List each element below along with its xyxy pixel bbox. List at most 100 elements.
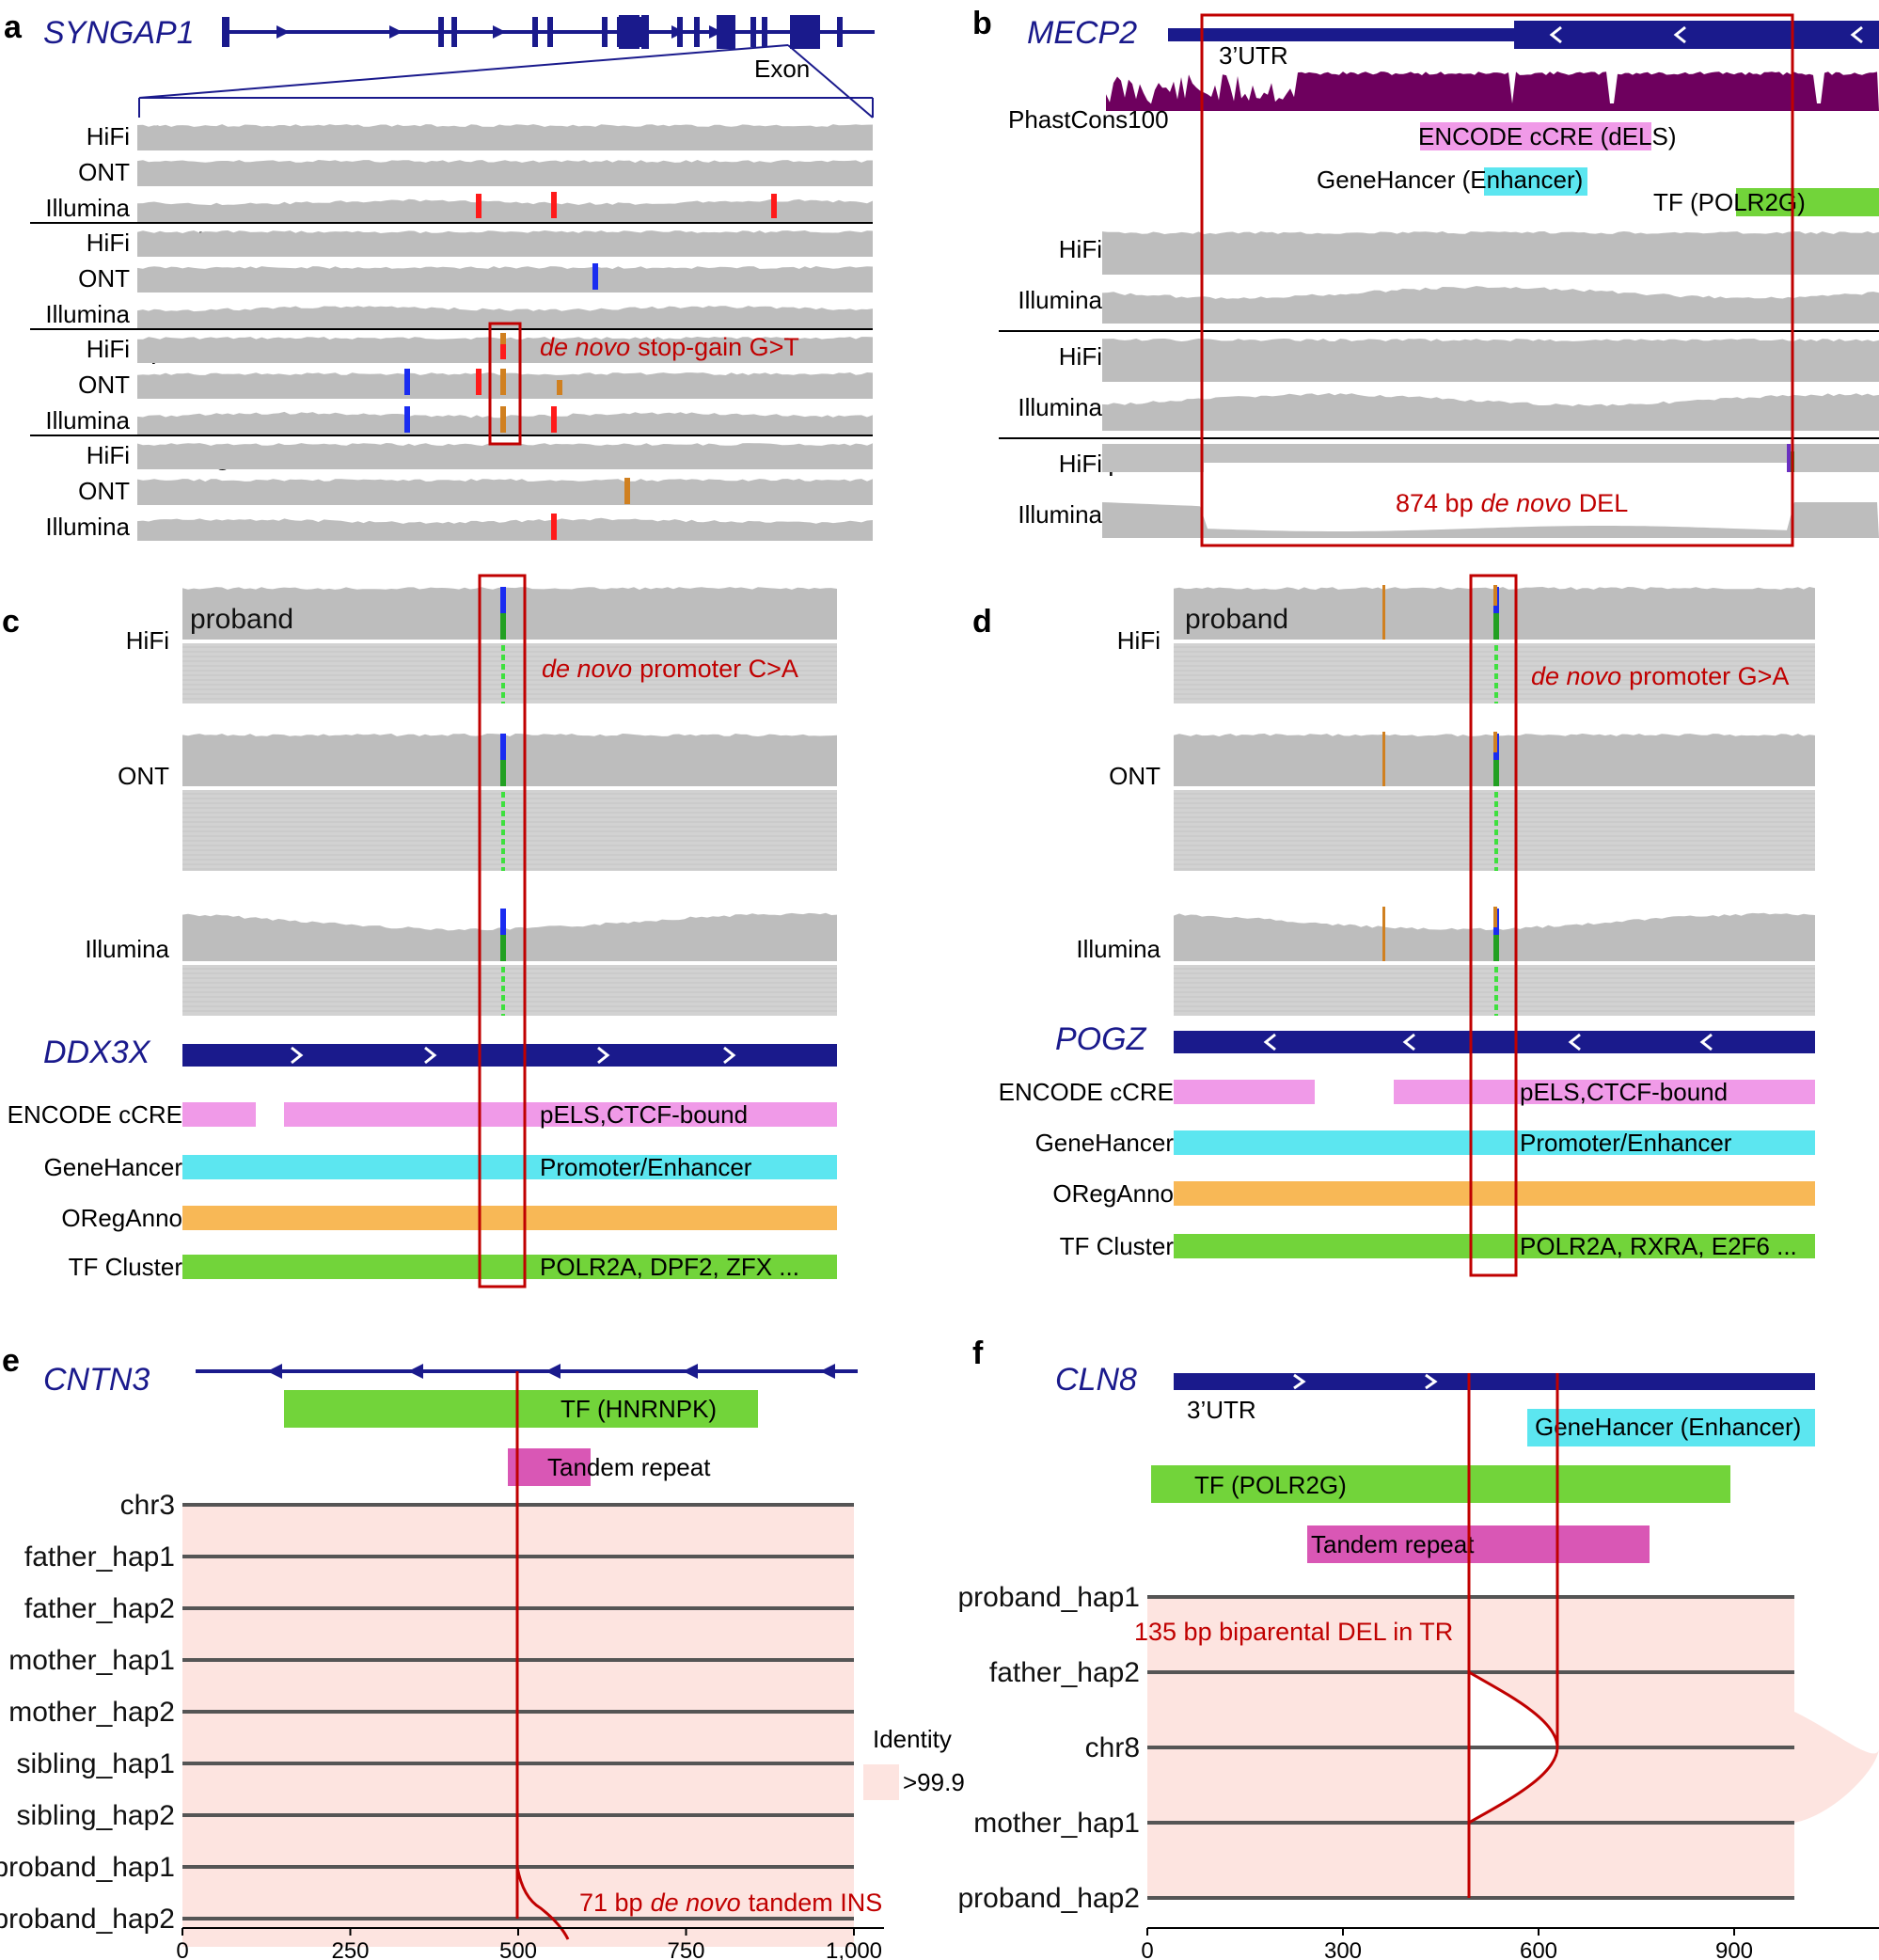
variant-mark xyxy=(1382,585,1385,640)
strand-arrow xyxy=(291,1046,304,1065)
annotation-row-label: GeneHancer xyxy=(1035,1129,1175,1157)
phastcons-signal xyxy=(1106,71,1879,111)
annotation-bar xyxy=(1174,1130,1815,1155)
panel-f-tandem-label: Tandem repeat xyxy=(1311,1530,1475,1558)
panel-d: d HiFi ONT Illumina proband de novo promote… xyxy=(972,574,1815,1277)
annotation-bar xyxy=(182,1255,837,1279)
panel-e-tandem-bar xyxy=(508,1448,591,1486)
x-tick-label: 600 xyxy=(1520,1938,1557,1960)
annotation-row-label: ENCODE cCRE xyxy=(8,1100,182,1129)
annotation-row-label: ENCODE cCRE xyxy=(999,1078,1174,1106)
annotation-row-label: ORegAnno xyxy=(61,1204,182,1232)
panel-d-gene-model xyxy=(1174,1031,1815,1053)
coverage-track xyxy=(137,230,873,257)
variant-mark xyxy=(404,369,410,395)
track-label: HiFi xyxy=(1059,235,1102,263)
haplotype-label: father_hap2 xyxy=(989,1657,1140,1688)
panel-b-phastcons-label: PhastCons100 xyxy=(1008,105,1169,134)
track-label: Illumina xyxy=(45,300,130,328)
track-label: HiFi xyxy=(1059,342,1102,371)
strand-arrow xyxy=(597,1046,610,1065)
coverage-track xyxy=(137,160,873,186)
exon xyxy=(837,17,843,47)
panel-e: e CNTN3 TF (HNRNPK) Tandem repeat chr3 fa… xyxy=(0,1343,965,1960)
haplotype-label: father_hap1 xyxy=(24,1541,175,1573)
panel-e-legend-title: Identity xyxy=(873,1725,952,1753)
panel-f-tf-bar xyxy=(1151,1465,1730,1503)
track-label: Illumina xyxy=(1076,935,1161,963)
panel-f-utr-label: 3’UTR xyxy=(1187,1396,1256,1424)
variant-mark xyxy=(1493,732,1497,752)
panel-b-label: b xyxy=(972,6,992,41)
strand-arrow xyxy=(1402,1033,1415,1051)
annotation-row-label: TF Cluster xyxy=(69,1253,183,1281)
strand-arrow xyxy=(276,25,290,39)
panel-b-genehancer-label: GeneHancer (Enhancer) xyxy=(1317,166,1583,194)
panel-a: a SYNGAP1 Exon fatherHiFiONTIlluminamoth… xyxy=(4,9,875,541)
variant-mark xyxy=(551,406,557,433)
insertion-curve xyxy=(515,1866,570,1940)
track-label: Illumina xyxy=(1018,393,1102,421)
coverage-track xyxy=(137,266,873,292)
track-label: HiFi xyxy=(87,441,130,469)
haplotype-label: mother_hap1 xyxy=(973,1808,1140,1839)
panel-a-zoom-line-right-diag xyxy=(787,44,874,119)
annotation-text: Promoter/Enhancer xyxy=(1520,1129,1732,1157)
variant-mark xyxy=(500,333,506,359)
panel-d-read-tracks: HiFi ONT Illumina xyxy=(1076,585,1815,1016)
haplotype-label: chr8 xyxy=(1085,1732,1140,1763)
x-tick-label: 0 xyxy=(1141,1938,1153,1960)
haplotype-label: chr3 xyxy=(120,1490,175,1521)
panel-e-legend-value: >99.9 xyxy=(903,1768,965,1796)
track-label: ONT xyxy=(118,762,169,790)
track-label: Illumina xyxy=(45,513,130,541)
exon xyxy=(547,17,553,47)
strand-arrow xyxy=(1293,1373,1306,1390)
x-tick-label: 750 xyxy=(667,1938,704,1960)
panel-d-variant-italic: de novo xyxy=(1531,662,1621,690)
haplotype-label: proband_hap2 xyxy=(957,1883,1140,1914)
track-label: ONT xyxy=(78,477,130,505)
haplotype-label: father_hap2 xyxy=(24,1593,175,1624)
variant-mark xyxy=(551,192,557,218)
read-pileup xyxy=(182,965,837,1016)
track-label: HiFi xyxy=(126,626,169,655)
track-label: Illumina xyxy=(1018,500,1102,529)
panel-b-encode-bar xyxy=(1420,122,1651,150)
variant-mark xyxy=(771,194,777,218)
exon xyxy=(641,15,649,49)
panel-a-exon-label: Exon xyxy=(754,55,810,83)
variant-mark xyxy=(500,406,506,433)
coverage-track xyxy=(1102,231,1879,275)
haplotype-label: proband_hap2 xyxy=(0,1904,175,1935)
panel-b-tf-label: TF (POLR2G) xyxy=(1653,188,1806,216)
panel-a-variant-italic: de novo xyxy=(540,333,630,361)
annotation-text: Promoter/Enhancer xyxy=(540,1153,752,1181)
annotation-bar xyxy=(1394,1080,1815,1104)
track-label: ONT xyxy=(1109,762,1161,790)
annotation-bar xyxy=(1174,1234,1815,1258)
coverage-track xyxy=(137,479,873,505)
coverage-track xyxy=(1102,339,1879,382)
coverage-track xyxy=(182,734,837,786)
track-label: Illumina xyxy=(1018,286,1102,314)
strand-arrow xyxy=(723,1046,736,1065)
panel-c-annotations: ENCODE cCRE pELS,CTCF-bound GeneHancer Prom… xyxy=(8,1100,837,1281)
coverage-track xyxy=(182,912,837,961)
variant-mark xyxy=(500,587,506,613)
panel-d-gene-name: POGZ xyxy=(1055,1021,1147,1057)
annotation-text: pELS,CTCF-bound xyxy=(1520,1078,1728,1106)
track-label: Illumina xyxy=(45,194,130,222)
panel-f-label: f xyxy=(972,1336,984,1371)
coverage-track xyxy=(137,443,873,469)
panel-a-highlight-box xyxy=(488,322,522,446)
gene-bar xyxy=(1174,1373,1815,1390)
panel-a-variant-rest: stop-gain G>T xyxy=(638,333,799,361)
panel-e-gene-model xyxy=(196,1364,858,1379)
haplotype-label: proband_hap1 xyxy=(957,1582,1140,1613)
panel-b-tracks: HiFifatherIlluminaHiFimotherIlluminaHiFi… xyxy=(999,231,1879,538)
strand-arrow xyxy=(709,25,722,39)
panel-d-highlight-box xyxy=(1469,574,1518,1277)
panel-f-tf-label: TF (POLR2G) xyxy=(1194,1471,1347,1499)
haplotype-label: sibling_hap2 xyxy=(17,1800,175,1831)
